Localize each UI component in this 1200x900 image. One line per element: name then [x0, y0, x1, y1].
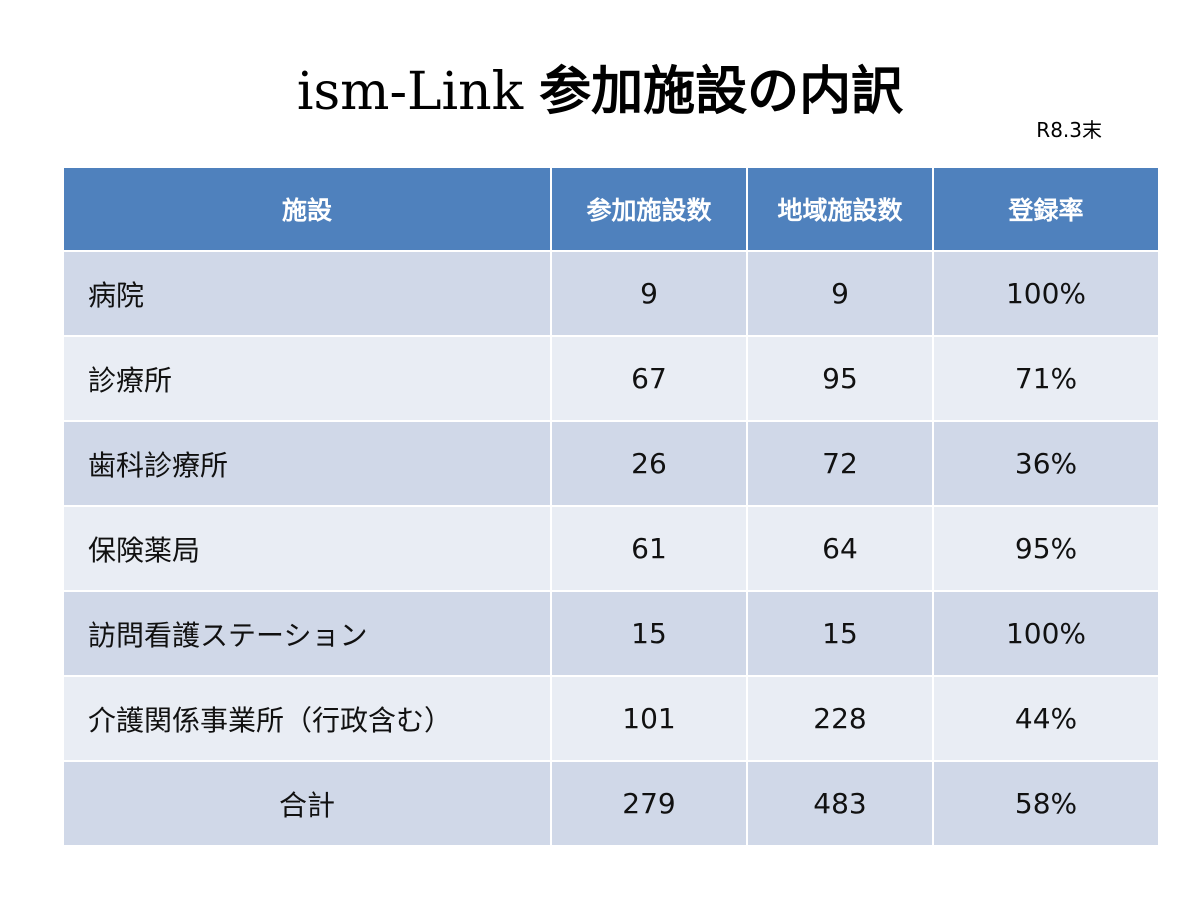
cell-participating: 15 — [550, 590, 748, 677]
cell-rate: 95% — [932, 505, 1160, 592]
cell-rate: 100% — [932, 250, 1160, 337]
cell-regional: 15 — [746, 590, 934, 677]
cell-regional: 64 — [746, 505, 934, 592]
table-row: 保険薬局 61 64 95% — [62, 505, 1160, 592]
page-title: ism-Link 参加施設の内訳 — [0, 52, 1200, 132]
table-header-row: 施設 参加施設数 地域施設数 登録率 — [62, 166, 1160, 252]
header-participating: 参加施設数 — [550, 166, 748, 252]
cell-regional: 9 — [746, 250, 934, 337]
cell-participating: 61 — [550, 505, 748, 592]
table-row: 病院 9 9 100% — [62, 250, 1160, 337]
date-note: R8.3末 — [1036, 118, 1102, 142]
cell-regional: 72 — [746, 420, 934, 507]
table-row: 歯科診療所 26 72 36% — [62, 420, 1160, 507]
cell-regional: 95 — [746, 335, 934, 422]
cell-facility: 診療所 — [62, 335, 552, 422]
title-text: 参加施設の内訳 — [539, 62, 904, 122]
cell-participating: 26 — [550, 420, 748, 507]
header-rate: 登録率 — [932, 166, 1160, 252]
header-regional: 地域施設数 — [746, 166, 934, 252]
cell-facility-total: 合計 — [62, 760, 552, 847]
cell-facility: 介護関係事業所（行政含む） — [62, 675, 552, 762]
cell-regional: 228 — [746, 675, 934, 762]
table-row: 介護関係事業所（行政含む） 101 228 44% — [62, 675, 1160, 762]
cell-facility: 病院 — [62, 250, 552, 337]
table-total-row: 合計 279 483 58% — [62, 760, 1160, 847]
title-brand: ism-Link — [296, 62, 524, 122]
cell-rate: 100% — [932, 590, 1160, 677]
cell-participating: 9 — [550, 250, 748, 337]
table-row: 診療所 67 95 71% — [62, 335, 1160, 422]
cell-participating: 67 — [550, 335, 748, 422]
cell-rate: 44% — [932, 675, 1160, 762]
cell-participating: 101 — [550, 675, 748, 762]
cell-rate-total: 58% — [932, 760, 1160, 847]
cell-regional-total: 483 — [746, 760, 934, 847]
facility-table: 施設 参加施設数 地域施設数 登録率 病院 9 9 100% 診療所 67 95… — [62, 166, 1160, 847]
table-row: 訪問看護ステーション 15 15 100% — [62, 590, 1160, 677]
header-facility: 施設 — [62, 166, 552, 252]
cell-participating-total: 279 — [550, 760, 748, 847]
cell-facility: 保険薬局 — [62, 505, 552, 592]
cell-facility: 訪問看護ステーション — [62, 590, 552, 677]
cell-rate: 36% — [932, 420, 1160, 507]
cell-rate: 71% — [932, 335, 1160, 422]
cell-facility: 歯科診療所 — [62, 420, 552, 507]
